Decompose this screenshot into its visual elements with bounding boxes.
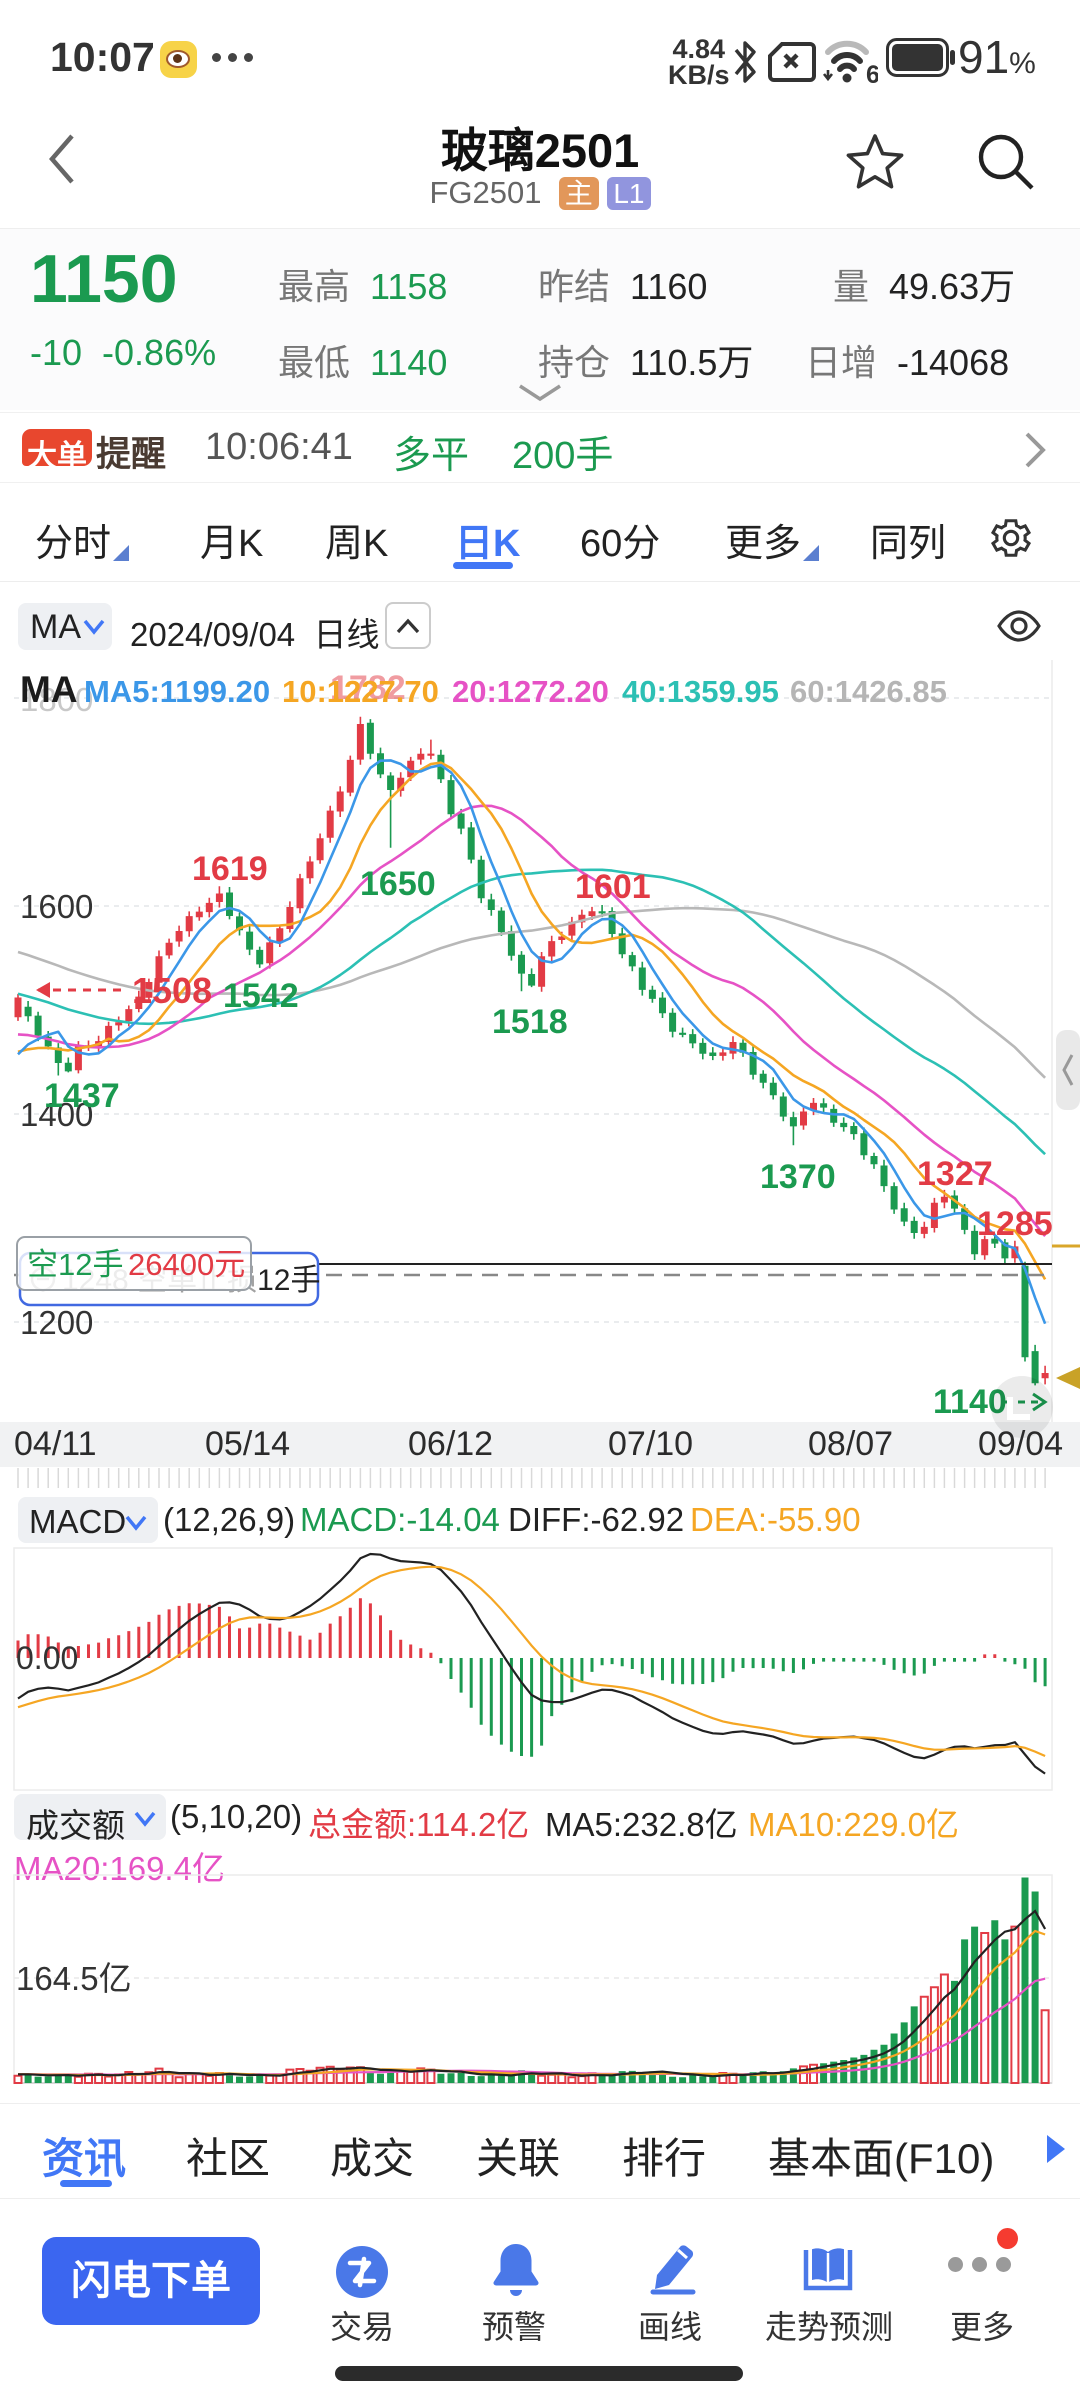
svg-text:07/10: 07/10 [608,1425,693,1463]
svg-text:1542: 1542 [223,977,299,1015]
svg-text:1619: 1619 [192,850,268,888]
svg-text:1200: 1200 [20,1304,93,1341]
svg-text:MA5:1199.20: MA5:1199.20 [84,674,270,709]
svg-text:26400元: 26400元 [128,1247,245,1282]
svg-text:1800: 1800 [20,681,93,718]
svg-text:164.5亿: 164.5亿 [16,1960,132,1997]
svg-text:1650: 1650 [360,865,436,903]
svg-text:1600: 1600 [20,888,93,925]
svg-text:1400: 1400 [20,1096,93,1133]
svg-text:0.00: 0.00 [16,1640,78,1676]
svg-text:10:1227.70: 10:1227.70 [282,674,439,709]
svg-text:05/14: 05/14 [205,1425,290,1463]
svg-text:1370: 1370 [760,1158,836,1196]
svg-text:1601: 1601 [575,868,651,906]
svg-text:1782: 1782 [330,669,406,707]
svg-text:08/07: 08/07 [808,1425,893,1463]
svg-text:06/12: 06/12 [408,1425,493,1463]
svg-text:1140: 1140 [933,1383,1007,1421]
svg-text:1518: 1518 [492,1003,568,1041]
svg-text:40:1359.95: 40:1359.95 [622,674,779,709]
svg-text:1508: 1508 [132,970,212,1011]
svg-text:1327: 1327 [917,1155,993,1193]
svg-text:MA: MA [20,669,78,710]
svg-text:20:1272.20: 20:1272.20 [452,674,609,709]
svg-text:60:1426.85: 60:1426.85 [790,674,947,709]
svg-text:04/11: 04/11 [14,1425,97,1463]
svg-text:1437: 1437 [44,1077,120,1115]
svg-text:1285: 1285 [977,1205,1053,1243]
svg-text:6: 6 [866,61,878,84]
svg-text:空12手: 空12手 [27,1247,123,1282]
svg-text:09/04: 09/04 [978,1425,1063,1463]
